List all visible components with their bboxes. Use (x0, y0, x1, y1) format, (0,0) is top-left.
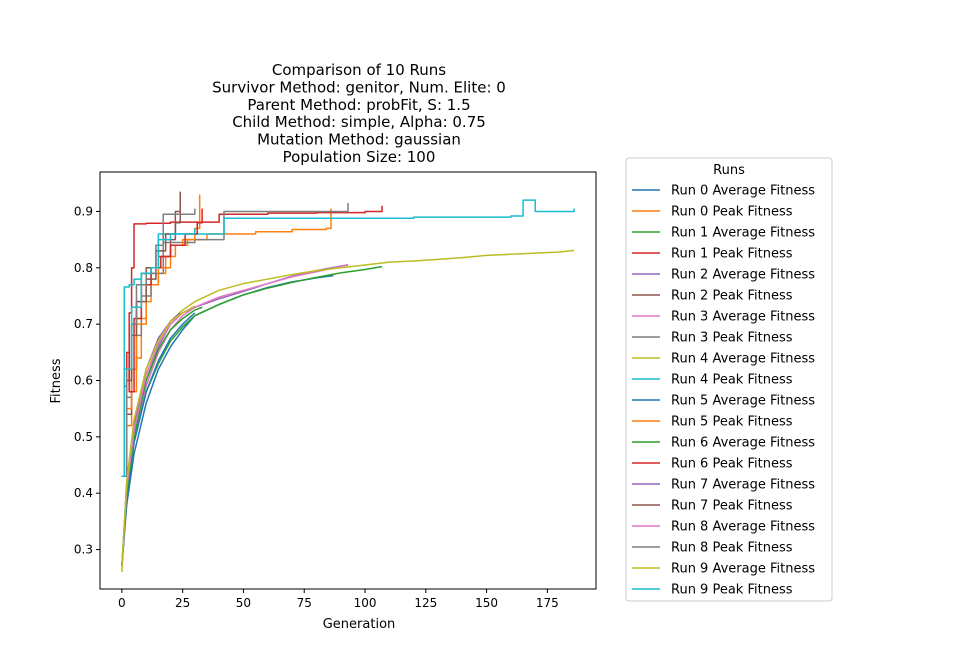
legend-entry: Run 6 Average Fitness (671, 436, 815, 451)
legend-entry: Run 8 Average Fitness (671, 520, 815, 535)
series-line-0 (121, 274, 334, 567)
y-tick-label: 0.6 (74, 374, 93, 388)
y-tick-label: 0.3 (74, 543, 93, 557)
series-line-11 (121, 194, 201, 478)
series-line-4 (121, 264, 349, 567)
y-tick-label: 0.7 (74, 317, 93, 331)
legend-entry: Run 9 Peak Fitness (671, 583, 793, 598)
legend-items: Run 0 Average Fitness Run 0 Peak Fitness R… (632, 184, 815, 598)
series-line-1 (121, 208, 332, 478)
x-axis: 0 25 50 75 100 125 150 175 (118, 589, 559, 610)
title-line: Population Size: 100 (283, 148, 436, 166)
x-tick-label: 125 (414, 596, 437, 610)
legend-entry: Run 5 Average Fitness (671, 394, 815, 409)
series-group (121, 191, 575, 573)
legend-entry: Run 6 Peak Fitness (671, 457, 793, 472)
series-line-19 (121, 228, 196, 478)
series-line-8 (121, 249, 575, 573)
y-tick-label: 0.5 (74, 430, 93, 444)
legend-entry: Run 2 Peak Fitness (671, 289, 793, 304)
series-line-9 (121, 199, 575, 478)
legend-entry: Run 0 Average Fitness (671, 184, 815, 199)
series-line-3 (121, 205, 383, 478)
x-tick-label: 75 (297, 596, 312, 610)
series-line-18 (121, 305, 196, 567)
legend-entry: Run 7 Peak Fitness (671, 499, 793, 514)
x-tick-label: 100 (354, 596, 377, 610)
y-axis-label: Fitness (49, 358, 64, 403)
legend-entry: Run 3 Peak Fitness (671, 331, 793, 346)
x-tick-label: 0 (118, 596, 126, 610)
series-line-7 (121, 202, 349, 478)
legend-frame (625, 157, 833, 602)
series-line-2 (121, 265, 383, 567)
legend-entry: Run 1 Peak Fitness (671, 247, 793, 262)
legend-entry: Run 4 Peak Fitness (671, 373, 793, 388)
legend-entry: Run 3 Average Fitness (671, 310, 815, 325)
series-line-14 (121, 312, 181, 567)
x-tick-label: 25 (175, 596, 190, 610)
title-line: Comparison of 10 Runs (272, 61, 446, 79)
plot-area: 0 25 50 75 100 125 150 175 0.30.40.50.60.70.80.… (74, 171, 597, 610)
x-tick-label: 150 (475, 596, 498, 610)
legend-entry: Run 4 Average Fitness (671, 352, 815, 367)
legend-entry: Run 9 Average Fitness (671, 562, 815, 577)
legend-entry: Run 5 Peak Fitness (671, 415, 793, 430)
legend-entry: Run 8 Peak Fitness (671, 541, 793, 556)
y-axis: 0.3 0.4 0.5 0.6 0.7 0.8 0.9 (74, 204, 100, 557)
y-tick-label: 0.9 (74, 204, 93, 218)
legend-entry: Run 0 Peak Fitness (671, 205, 793, 220)
legend-title: Runs (713, 163, 745, 178)
legend-entry: Run 2 Average Fitness (671, 268, 815, 283)
title-line: Survivor Method: genitor, Num. Elite: 0 (212, 78, 506, 96)
title-line: Mutation Method: gaussian (257, 131, 461, 149)
y-tick-label: 0.8 (74, 261, 93, 275)
legend-entry: Run 1 Average Fitness (671, 226, 815, 241)
series-line-6 (121, 263, 349, 567)
x-tick-label: 50 (236, 596, 251, 610)
title-line: Parent Method: probFit, S: 1.5 (247, 96, 470, 114)
x-tick-label: 175 (536, 596, 559, 610)
legend-entry: Run 7 Average Fitness (671, 478, 815, 493)
title-line: Child Method: simple, Alpha: 0.75 (232, 113, 486, 131)
x-axis-label: Generation (323, 617, 396, 632)
legend: Runs Run 0 Average Fitness Run 0 Peak Fit… (625, 157, 833, 602)
y-tick-label: 0.4 (74, 486, 93, 500)
